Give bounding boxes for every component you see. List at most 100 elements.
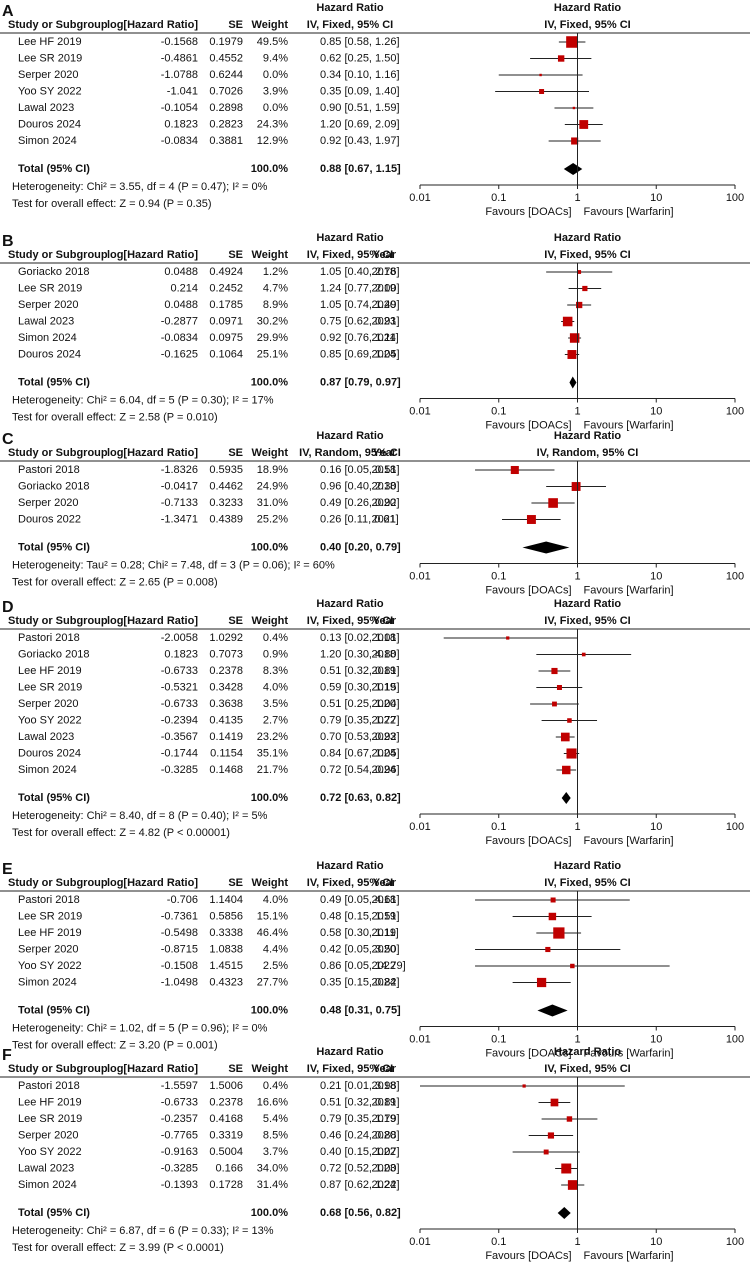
effect-square [506, 636, 510, 640]
hr-ci: 0.92 [0.43, 1.97] [320, 135, 400, 147]
total-weight: 100.0% [251, 1004, 289, 1016]
study-name: Lee HF 2019 [18, 1096, 82, 1108]
total-hr-ci: 0.87 [0.79, 0.97] [320, 376, 401, 388]
total-weight: 100.0% [251, 541, 289, 553]
log-hr: -0.2357 [161, 1113, 198, 1125]
study-name: Lee SR 2019 [18, 681, 82, 693]
overall-effect: Test for overall effect: Z = 2.65 (P = 0… [12, 576, 218, 588]
heterogeneity: Heterogeneity: Chi² = 1.02, df = 5 (P = … [12, 1022, 268, 1034]
x-tick-label: 0.1 [491, 1033, 506, 1045]
weight: 4.0% [263, 894, 288, 906]
se: 0.4323 [209, 976, 243, 988]
panel-label: A [2, 3, 14, 20]
se: 0.4552 [209, 52, 243, 64]
effect-square [576, 301, 583, 309]
weight: 9.4% [263, 52, 288, 64]
log-hr: -1.0498 [161, 976, 198, 988]
x-tick-label: 10 [650, 821, 662, 833]
se: 0.3319 [209, 1129, 243, 1141]
x-tick-label: 1 [574, 1033, 580, 1045]
weight: 34.0% [257, 1162, 288, 1174]
total-diamond [522, 541, 570, 554]
se: 0.4924 [209, 266, 243, 278]
total-label: Total (95% CI) [18, 1207, 90, 1219]
x-tick-label: 100 [726, 405, 744, 417]
weight: 16.6% [257, 1096, 288, 1108]
hr-ci: 0.79 [0.35, 1.79] [320, 1113, 400, 1125]
hr-ci: 0.42 [0.05, 3.50] [320, 943, 400, 955]
plot-header: Hazard Ratio [554, 1046, 622, 1058]
column-header: Hazard Ratio [316, 860, 384, 872]
effect-square [571, 137, 579, 145]
se: 0.5004 [209, 1146, 243, 1158]
weight: 23.2% [257, 731, 288, 743]
log-hr: -0.0834 [161, 135, 198, 147]
x-tick-label: 1 [574, 405, 580, 417]
log-hr: -0.1568 [161, 36, 198, 48]
weight: 2.5% [263, 960, 288, 972]
log-hr: -0.3285 [161, 764, 198, 776]
log-hr: -0.6733 [161, 698, 198, 710]
effect-square [566, 1116, 573, 1122]
hr-ci: 0.34 [0.10, 1.16] [320, 69, 400, 81]
effect-square [539, 89, 545, 94]
effect-square [566, 36, 578, 48]
log-hr: -0.706 [167, 894, 198, 906]
se: 1.0292 [209, 632, 243, 644]
log-hr: -0.5498 [161, 927, 198, 939]
weight: 15.1% [257, 910, 288, 922]
study-name: Pastori 2018 [18, 894, 80, 906]
study-name: Douros 2024 [18, 348, 81, 360]
x-tick-label: 0.1 [491, 570, 506, 582]
column-header: Study or Subgroup [8, 1063, 108, 1075]
study-name: Serper 2020 [18, 69, 79, 81]
column-header: log[Hazard Ratio] [107, 447, 198, 459]
heterogeneity: Heterogeneity: Tau² = 0.28; Chi² = 7.48,… [12, 559, 335, 571]
weight: 0.0% [263, 69, 288, 81]
column-header: log[Hazard Ratio] [107, 1063, 198, 1075]
hr-ci: 0.40 [0.15, 1.07] [320, 1146, 400, 1158]
total-hr-ci: 0.40 [0.20, 0.79] [320, 541, 401, 553]
column-header: SE [228, 249, 243, 261]
favours-right: Favours [Warfarin] [584, 419, 674, 431]
study-name: Lee HF 2019 [18, 665, 82, 677]
weight: 25.2% [257, 513, 288, 525]
se: 0.2823 [209, 118, 243, 130]
log-hr: -0.6733 [161, 665, 198, 677]
study-name: Simon 2024 [18, 135, 77, 147]
hr-ci: 0.84 [0.67, 1.05] [320, 747, 400, 759]
log-hr: -0.1508 [161, 960, 198, 972]
column-header: IV, Fixed, 95% CI [307, 19, 393, 31]
effect-square [579, 120, 589, 129]
weight: 3.9% [263, 85, 288, 97]
log-hr: -0.3285 [161, 1162, 198, 1174]
hr-ci: 0.85 [0.58, 1.26] [320, 36, 400, 48]
x-tick-label: 0.01 [409, 821, 430, 833]
se: 0.1728 [209, 1179, 243, 1191]
year: 2022 [372, 714, 396, 726]
column-header: Hazard Ratio [316, 1046, 384, 1058]
log-hr: -0.1625 [161, 348, 198, 360]
log-hr: -1.3471 [161, 513, 198, 525]
study-name: Pastori 2018 [18, 632, 80, 644]
effect-square [567, 718, 572, 723]
study-name: Lawal 2023 [18, 315, 74, 327]
hr-ci: 0.59 [0.30, 1.15] [320, 681, 400, 693]
column-header: SE [228, 19, 243, 31]
study-name: Yoo SY 2022 [18, 960, 82, 972]
heterogeneity: Heterogeneity: Chi² = 6.04, df = 5 (P = … [12, 394, 274, 406]
favours-left: Favours [DOACs] [485, 1250, 571, 1262]
total-hr-ci: 0.88 [0.67, 1.15] [320, 163, 401, 175]
year: 2023 [372, 731, 396, 743]
effect-square [566, 748, 577, 759]
heterogeneity: Heterogeneity: Chi² = 8.40, df = 8 (P = … [12, 810, 268, 822]
column-header: log[Hazard Ratio] [107, 615, 198, 627]
column-header: IV, Random, 95% CI [299, 447, 401, 459]
x-tick-label: 0.01 [409, 570, 430, 582]
total-diamond [537, 1004, 568, 1017]
year: 2018 [372, 632, 396, 644]
total-weight: 100.0% [251, 792, 289, 804]
weight: 24.9% [257, 480, 288, 492]
column-header: Weight [252, 249, 289, 261]
